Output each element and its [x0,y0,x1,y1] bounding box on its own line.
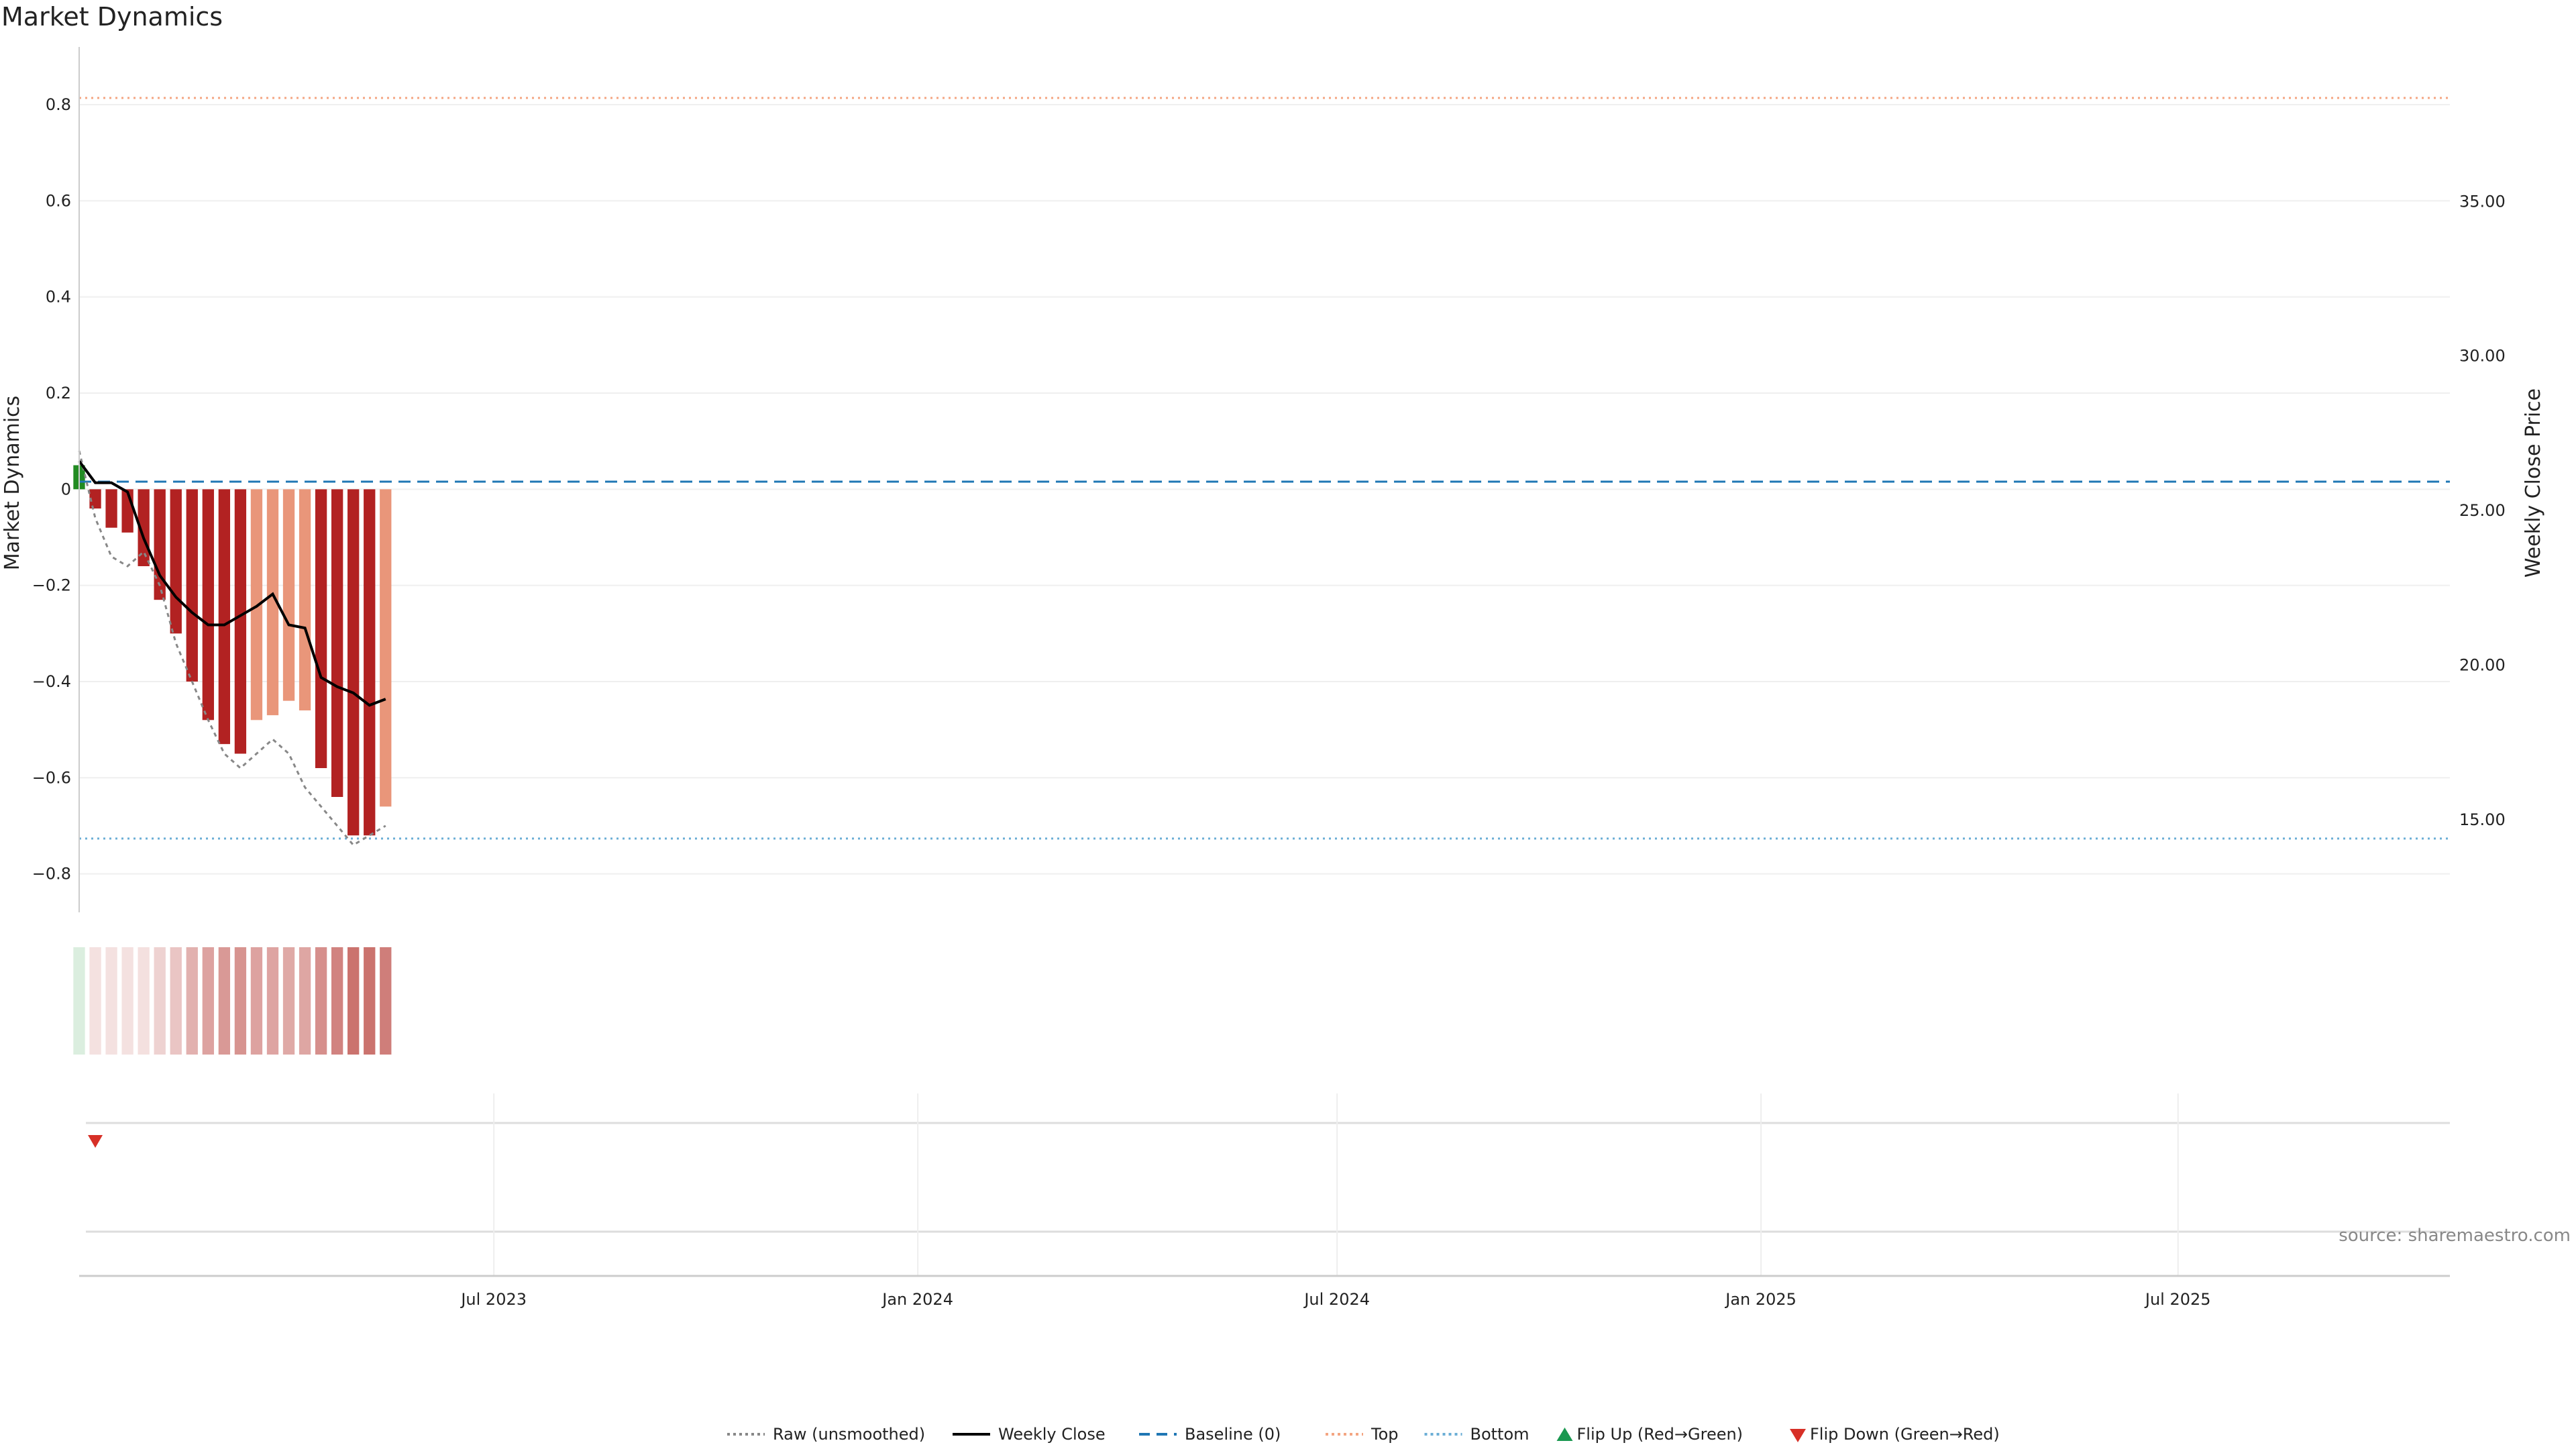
bar [364,489,376,836]
left-tick-label: 0 [61,480,71,498]
legend-label: Baseline (0) [1185,1425,1281,1444]
x-tick-label: Jul 2025 [2144,1290,2211,1309]
legend-item: Top [1326,1425,1399,1444]
heat-cell [138,947,150,1055]
heat-cell [250,947,263,1055]
right-axis: 15.00 20.00 25.00 30.00 35.00 [2459,192,2506,828]
legend-item: Flip Down (Green→Red) [1790,1425,2000,1444]
heat-cell [73,947,85,1055]
right-tick-label: 35.00 [2459,192,2506,211]
legend-item: Weekly Close [953,1425,1106,1444]
heat-cell [89,947,101,1055]
left-tick-label: −0.2 [32,576,71,595]
weekly-close-line [78,460,386,707]
vertical-grid [493,1093,2179,1276]
heat-cell [347,947,360,1055]
legend-label: Flip Up (Red→Green) [1577,1425,1743,1444]
flip-down-marker [88,1135,103,1148]
x-tick-label: Jul 2024 [1303,1290,1370,1309]
x-tick-label: Jan 2024 [881,1290,953,1309]
left-tick-label: 0.6 [46,191,71,210]
bar [89,489,101,508]
left-tick-label: 0.4 [46,288,71,307]
bar [299,489,311,710]
heat-cell [282,947,295,1055]
bar [154,489,166,600]
heat-cell [234,947,247,1055]
heat-strip [73,947,392,1055]
heat-cell [266,947,279,1055]
legend-label: Flip Down (Green→Red) [1810,1425,2000,1444]
heat-cell [170,947,182,1055]
left-axis-label: Market Dynamics [1,396,24,571]
bar [234,489,247,754]
right-tick-label: 15.00 [2459,810,2506,829]
heat-cell [299,947,311,1055]
bar [282,489,295,701]
flip-panel [86,1122,2450,1148]
legend-label: Bottom [1470,1425,1529,1444]
bar [202,489,214,720]
bar [380,489,392,807]
right-axis-label: Weekly Close Price [2522,388,2545,578]
grid-lines [79,104,2450,875]
right-tick-label: 25.00 [2459,501,2506,520]
legend-item: Flip Up (Red→Green) [1556,1425,1743,1444]
legend-label: Weekly Close [998,1425,1106,1444]
bar [170,489,182,634]
heat-cell [315,947,327,1055]
heat-cell [121,947,133,1055]
left-tick-label: −0.6 [32,768,71,787]
source-note: source: sharemaestro.com [2339,1226,2571,1246]
left-tick-label: −0.4 [32,672,71,691]
x-axis: Jul 2023 Jan 2024 Jul 2024 Jan 2025 Jul 2025 [79,1275,2450,1309]
heat-cell [186,947,198,1055]
left-axis: −0.8 −0.6 −0.4 −0.2 0 0.2 0.4 0.6 0.8 [32,47,80,912]
x-tick-label: Jul 2023 [460,1290,527,1309]
legend: Raw (unsmoothed) Weekly Close Baseline (0)… [727,1425,2000,1444]
right-tick-label: 20.00 [2459,655,2506,674]
heat-cell [331,947,343,1055]
left-tick-label: −0.8 [32,865,71,883]
bar [331,489,343,797]
raw-unsmoothed-line [78,450,386,847]
chart-title: Market Dynamics [1,2,223,32]
left-tick-label: 0.2 [46,384,71,402]
heat-cell [202,947,214,1055]
bars [73,465,392,836]
left-tick-label: 0.8 [46,95,71,114]
right-tick-label: 30.00 [2459,347,2506,366]
bar [315,489,327,768]
legend-label: Raw (unsmoothed) [773,1425,925,1444]
legend-item: Raw (unsmoothed) [727,1425,925,1444]
bar [105,489,117,528]
bar [218,489,231,745]
legend-item: Bottom [1424,1425,1529,1444]
heat-cell [380,947,392,1055]
legend-label: Top [1371,1425,1399,1444]
bar [250,489,263,720]
bar [347,489,360,836]
bar [186,489,198,682]
bar [266,489,279,716]
heat-cell [218,947,231,1055]
heat-cell [105,947,117,1055]
legend-item: Baseline (0) [1139,1425,1281,1444]
heat-cell [154,947,166,1055]
heat-cell [364,947,376,1055]
x-tick-label: Jan 2025 [1724,1290,1796,1309]
